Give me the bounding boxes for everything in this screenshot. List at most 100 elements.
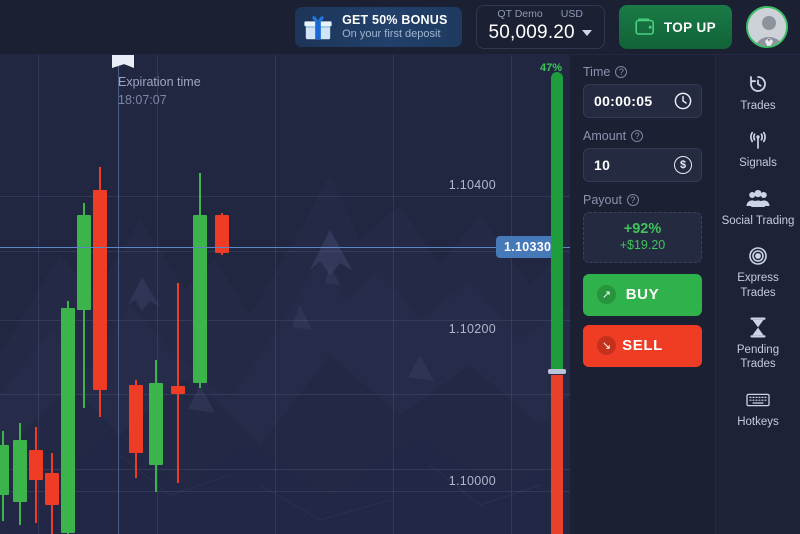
balance-selector[interactable]: QT Demo USD 50,009.20 xyxy=(475,5,605,49)
bonus-title: GET 50% BONUS xyxy=(342,13,448,28)
account-label: QT Demo xyxy=(497,8,543,21)
price-axis-label: 1.10400 xyxy=(448,178,496,192)
candle-body-up xyxy=(77,215,91,310)
keyboard-icon xyxy=(746,389,770,411)
sentiment-bar-up xyxy=(551,72,563,370)
time-field-label: Time ? xyxy=(583,65,702,79)
sidebar-label-pending-trades: Pending Trades xyxy=(736,343,780,371)
dollar-icon[interactable]: $ xyxy=(674,156,692,174)
candle-body-up xyxy=(0,445,9,495)
candle-wick xyxy=(2,431,4,521)
sentiment-bar[interactable] xyxy=(548,72,566,534)
gridline-vertical xyxy=(157,55,158,534)
top-header-bar: GET 50% BONUS On your first deposit QT D… xyxy=(0,0,800,55)
target-icon xyxy=(748,245,768,267)
candle-body-down xyxy=(93,190,107,390)
sidebar-label-trades: Trades xyxy=(740,100,776,112)
time-label-text: Time xyxy=(583,65,611,79)
expiration-label: Expiration time xyxy=(118,75,201,89)
gridline-vertical xyxy=(38,55,39,534)
avatar[interactable] xyxy=(746,6,788,48)
clock-icon[interactable] xyxy=(674,92,692,110)
help-icon[interactable]: ? xyxy=(626,194,639,206)
gridline-horizontal xyxy=(0,251,570,252)
sentiment-bar-handle[interactable] xyxy=(548,369,566,374)
time-input[interactable]: 00:00:05 xyxy=(583,84,702,118)
sidebar-label-express-trades: Express Trades xyxy=(737,272,779,299)
price-chart[interactable]: 1.10400 1.10200 1.10000 Expiration time … xyxy=(0,55,570,534)
people-icon xyxy=(746,188,770,210)
wallet-icon xyxy=(635,18,654,35)
arrow-down-right-icon: ↘ xyxy=(597,336,616,356)
candle-body-up xyxy=(193,215,207,383)
candle-body-down xyxy=(215,215,229,253)
gridline-horizontal xyxy=(0,320,570,321)
buy-button[interactable]: ↗ BUY xyxy=(583,273,702,316)
gridline-horizontal xyxy=(0,469,570,470)
sidebar-item-signals[interactable]: Signals xyxy=(716,122,800,179)
currency-label: USD xyxy=(560,8,583,21)
gridline-horizontal xyxy=(0,491,570,492)
buy-label: BUY xyxy=(625,286,660,304)
sell-label: SELL xyxy=(622,337,663,355)
price-axis-label: 1.10200 xyxy=(448,322,496,336)
antenna-icon xyxy=(748,130,768,152)
sidebar-item-social-trading[interactable]: Social Trading xyxy=(716,180,800,237)
chevron-down-icon[interactable] xyxy=(581,29,592,36)
sentiment-percent: 47% xyxy=(540,62,563,74)
balance-amount: 50,009.20 xyxy=(488,21,575,43)
candle-body-down xyxy=(29,450,43,480)
hourglass-icon xyxy=(749,317,767,339)
payout-amount: +$19.20 xyxy=(619,238,666,253)
amount-input[interactable]: 10 $ xyxy=(583,148,702,182)
candle-body-down xyxy=(129,385,143,453)
current-price-line xyxy=(0,247,570,248)
top-up-label: TOP UP xyxy=(663,19,716,35)
sidebar-label-hotkeys: Hotkeys xyxy=(737,415,779,428)
bonus-subtitle: On your first deposit xyxy=(342,27,441,40)
flag-icon[interactable] xyxy=(112,55,134,68)
current-price-tag: 1.10330 xyxy=(496,236,560,258)
candle-wick xyxy=(177,283,179,483)
gift-icon xyxy=(304,16,332,40)
help-icon[interactable]: ? xyxy=(631,130,644,142)
amount-label-text: Amount xyxy=(583,129,627,143)
bonus-banner[interactable]: GET 50% BONUS On your first deposit xyxy=(295,7,462,47)
sidebar-item-trades[interactable]: Trades xyxy=(716,65,800,122)
amount-field-label: Amount ? xyxy=(583,129,702,143)
top-up-button[interactable]: TOP UP xyxy=(618,5,732,49)
sidebar-label-signals: Signals xyxy=(739,157,777,170)
amount-value: 10 xyxy=(594,157,611,173)
sidebar-item-express-trades[interactable]: Express Trades xyxy=(716,237,800,309)
candle-body-down xyxy=(45,473,59,505)
trade-panel: Time ? 00:00:05 Amount ? 10 $ Payout ? +… xyxy=(570,55,715,534)
sidebar-label-social-trading: Social Trading xyxy=(721,214,795,227)
payout-label-text: Payout xyxy=(583,193,622,207)
right-sidebar: Trades Signals Social Trading xyxy=(715,55,800,534)
time-value: 00:00:05 xyxy=(594,93,653,109)
chart-background-image xyxy=(0,55,570,534)
gridline-vertical xyxy=(275,55,276,534)
sentiment-bar-down xyxy=(551,375,563,534)
price-axis-label: 1.10000 xyxy=(448,474,496,488)
payout-percent: +92% xyxy=(623,221,662,237)
expiration-time: 18:07:07 xyxy=(118,93,167,108)
expiration-line xyxy=(118,55,119,534)
help-icon[interactable]: ? xyxy=(615,66,628,78)
sidebar-item-hotkeys[interactable]: Hotkeys xyxy=(716,381,800,438)
gridline-vertical xyxy=(393,55,394,534)
arrow-up-right-icon: ↗ xyxy=(597,285,616,305)
candle-body-up xyxy=(61,308,75,533)
sidebar-item-pending-trades[interactable]: Pending Trades xyxy=(716,309,800,381)
sell-button[interactable]: ↘ SELL xyxy=(583,324,702,367)
gridline-horizontal xyxy=(0,196,570,197)
gridline-horizontal xyxy=(0,394,570,395)
user-avatar-icon xyxy=(748,8,786,46)
expiration-info: Expiration time 18:07:07 xyxy=(118,73,201,109)
payout-display: +92% +$19.20 xyxy=(583,212,702,263)
gridline-vertical xyxy=(511,55,512,534)
history-icon xyxy=(748,73,768,95)
candle-body-down xyxy=(171,386,185,394)
payout-field-label: Payout ? xyxy=(583,193,702,207)
